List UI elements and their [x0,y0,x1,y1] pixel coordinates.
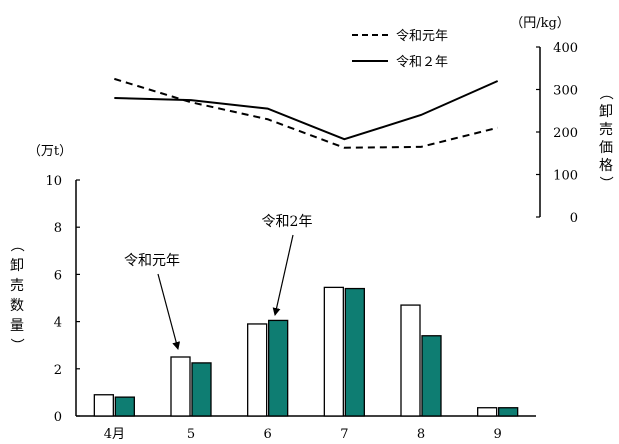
bar-reiwa2 [344,287,365,417]
annotation-reiwa1: 令和元年 [124,253,180,269]
quantity-axis-title-char: 売 [10,278,24,294]
quantity-tick-label: 8 [54,221,62,236]
legend-label-reiwa1: 令和元年 [396,29,448,44]
bar-reiwa2 [114,396,135,417]
bar-reiwa1 [400,304,421,417]
quantity-axis-title-char: ） [8,338,24,352]
bar-reiwa2 [268,319,289,417]
x-tick-label: 8 [417,427,425,442]
bar-reiwa2 [191,362,212,417]
annotation-reiwa2: 令和2年 [262,214,313,230]
quantity-tick-label: 4 [54,316,62,331]
bar-reiwa1 [477,407,498,417]
legend-label-reiwa2: 令和２年 [396,55,448,70]
x-tick-label: 7 [340,427,348,442]
legend: 令和元年 令和２年 [352,29,448,70]
quantity-axis-title-char: 量 [10,318,24,334]
price-axis-title-char: 格 [599,158,613,174]
annotation-arrow-reiwa1 [157,273,181,350]
price-axis-title-char: 価 [599,140,613,156]
annotation-arrow-reiwa2 [272,234,294,316]
price-axis-title-char: ） [597,176,613,190]
x-tick-label: 9 [494,427,502,442]
quantity-tick-label: 2 [54,363,62,378]
price-tick-label: 200 [553,126,578,141]
price-axis-title-char: 売 [599,122,613,138]
price-series-line-reiwa1 [114,77,498,149]
bar-reiwa1 [93,394,114,417]
price-series-line-reiwa2 [114,80,499,141]
price-axis-title-char: （ [597,86,613,100]
quantity-unit-label: （万t） [28,144,72,159]
price-axis-title-char: 卸 [599,104,613,120]
price-tick-label: 400 [553,41,578,56]
quantity-axis-title-char: 卸 [10,258,24,274]
price-tick-label: 100 [553,169,578,184]
price-tick-label: 0 [570,211,578,226]
bar-reiwa1 [323,286,344,417]
price-unit-label: （円/kg） [510,16,570,31]
x-tick-label: 5 [187,427,195,442]
bar-reiwa2 [498,407,519,417]
price-tick-label: 300 [553,84,578,99]
bar-reiwa1 [247,323,268,417]
x-tick-label: 6 [264,427,272,442]
quantity-tick-label: 6 [54,268,62,283]
x-tick-label: 4月 [104,427,125,442]
bar-reiwa1 [170,356,191,417]
bar-reiwa2 [421,335,442,417]
quantity-tick-label: 0 [54,410,62,425]
quantity-axis-title-char: （ [8,238,24,252]
quantity-tick-label: 10 [45,174,62,189]
quantity-axis-title-char: 数 [10,298,24,314]
